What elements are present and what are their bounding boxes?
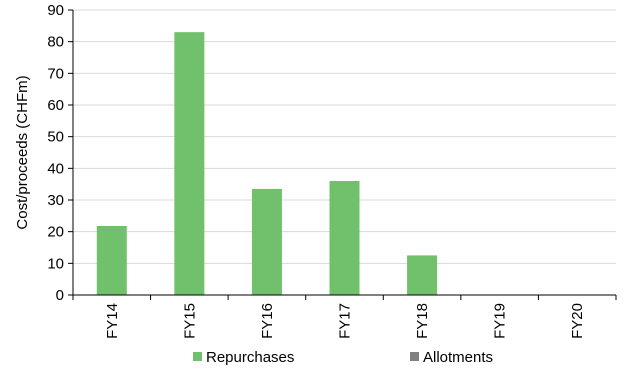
legend: Repurchases Allotments: [193, 349, 493, 366]
x-tick-label: FY14: [104, 303, 121, 339]
y-tick-label: 0: [56, 287, 64, 304]
x-tick-label: FY18: [414, 303, 431, 339]
x-tick-label: FY20: [569, 303, 586, 339]
y-tick-label: 60: [47, 97, 64, 114]
bar-repurchases-fy17: [329, 181, 360, 295]
x-tick-label: FY19: [492, 303, 509, 339]
bar-repurchases-fy15: [174, 32, 205, 296]
bar-repurchases-fy14: [96, 225, 127, 295]
x-tick-labels: FY14 FY15 FY16 FY17 FY18 FY19 FY20: [104, 303, 586, 339]
legend-label-allotments: Allotments: [423, 349, 493, 366]
axes: [72, 10, 617, 300]
legend-label-repurchases: Repurchases: [206, 349, 294, 366]
y-tick-label: 10: [47, 255, 64, 272]
x-tick-label: FY17: [337, 303, 354, 339]
bar-repurchases-fy16: [251, 188, 282, 295]
x-tick-label: FY15: [181, 303, 198, 339]
y-tick-label: 50: [47, 129, 64, 146]
legend-swatch-allotments: [410, 352, 419, 361]
y-tick-labels: 0 10 20 30 40 50 60 70 80 90: [47, 2, 64, 304]
y-tick-label: 20: [47, 224, 64, 241]
legend-swatch-repurchases: [193, 352, 202, 361]
bars: [96, 32, 438, 296]
bar-repurchases-fy18: [407, 255, 438, 295]
y-tick-label: 30: [47, 192, 64, 209]
y-axis-title: Cost/proceeds (CHFm): [14, 75, 31, 229]
y-tick-label: 90: [47, 2, 64, 19]
x-tick-label: FY16: [259, 303, 276, 339]
y-tick-label: 40: [47, 160, 64, 177]
y-tick-label: 70: [47, 65, 64, 82]
y-tick-label: 80: [47, 34, 64, 51]
